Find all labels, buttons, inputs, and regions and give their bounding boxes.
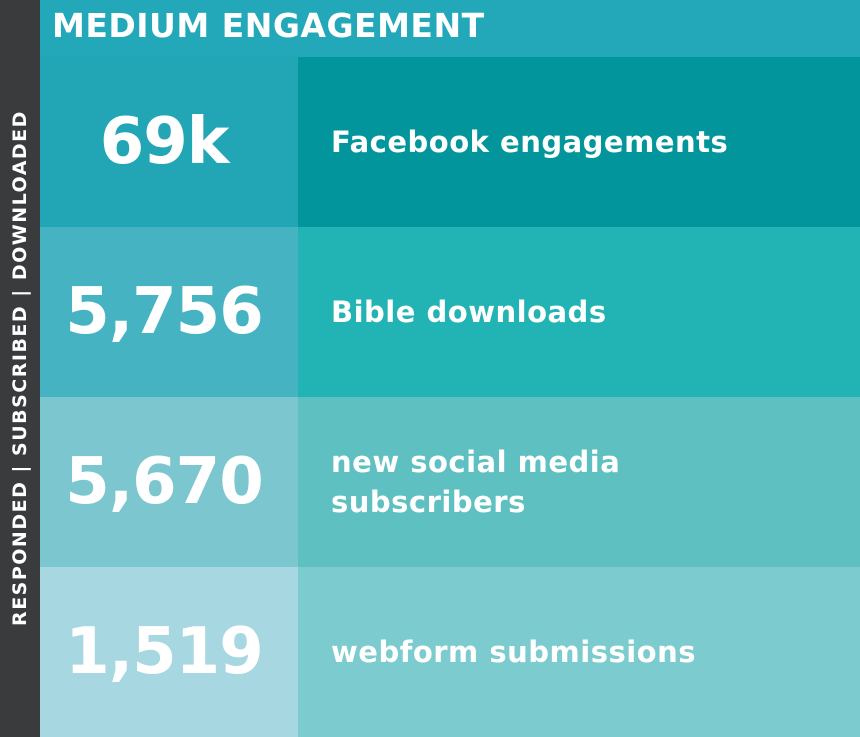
stat-label-cell: webform submissions: [298, 567, 860, 737]
stat-value: 69k: [99, 105, 230, 179]
stat-label: webform submissions: [331, 635, 696, 669]
stat-label: Bible downloads: [331, 295, 607, 329]
stat-row-facebook: 69k Facebook engagements: [40, 57, 860, 227]
stat-value: 5,756: [65, 275, 263, 349]
stat-label-cell: Facebook engagements: [298, 57, 860, 227]
stat-row-social-subscribers: 5,670 new social media subscribers: [40, 397, 860, 567]
section-header: MEDIUM ENGAGEMENT: [40, 0, 860, 57]
stat-row-webform-submissions: 1,519 webform submissions: [40, 567, 860, 737]
side-category-bar: RESPONDED | SUBSCRIBED | DOWNLOADED: [0, 0, 40, 737]
stat-value-cell: 5,756: [40, 227, 298, 397]
stat-label-cell: Bible downloads: [298, 227, 860, 397]
stat-label: new social media subscribers: [331, 445, 621, 519]
stat-value-cell: 69k: [40, 57, 298, 227]
stat-value-cell: 1,519: [40, 567, 298, 737]
side-category-label: RESPONDED | SUBSCRIBED | DOWNLOADED: [9, 110, 31, 626]
stat-row-bible-downloads: 5,756 Bible downloads: [40, 227, 860, 397]
stat-value: 1,519: [65, 615, 263, 689]
stat-value-cell: 5,670: [40, 397, 298, 567]
section-title: MEDIUM ENGAGEMENT: [52, 6, 485, 45]
stat-value: 5,670: [65, 445, 263, 519]
stat-label-cell: new social media subscribers: [298, 397, 860, 567]
stat-label: Facebook engagements: [331, 125, 729, 159]
